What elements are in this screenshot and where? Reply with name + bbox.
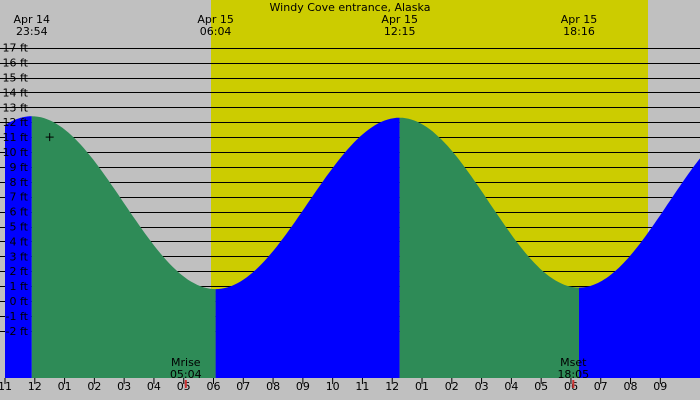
x-tick-label: 01 xyxy=(58,380,72,393)
x-tick-label: 04 xyxy=(504,380,518,393)
y-tick-label: -2 ft xyxy=(6,325,29,338)
y-tick-label: 4 ft xyxy=(10,235,29,248)
x-tick-label: 07 xyxy=(594,380,608,393)
rising-tide-segment xyxy=(579,158,700,378)
extreme-time-label: 23:54 xyxy=(16,25,48,38)
x-tick-label: 11 xyxy=(0,380,12,393)
y-tick-label: 8 ft xyxy=(10,176,29,189)
rising-tide-segment xyxy=(215,117,400,378)
x-tick-label: 10 xyxy=(326,380,340,393)
x-tick-label: 06 xyxy=(564,380,578,393)
y-tick-label: 5 ft xyxy=(10,221,29,234)
extreme-date-label: Apr 15 xyxy=(561,13,598,26)
extreme-date-label: Apr 15 xyxy=(197,13,234,26)
extreme-date-label: Apr 14 xyxy=(14,13,51,26)
x-tick-label: 03 xyxy=(475,380,489,393)
y-tick-label: 3 ft xyxy=(10,250,29,263)
y-tick-label: 14 ft xyxy=(3,86,29,99)
x-tick-label: 12 xyxy=(385,380,399,393)
y-tick-label: 13 ft xyxy=(3,101,29,114)
tide-area xyxy=(5,116,700,378)
y-tick-label: 16 ft xyxy=(3,57,29,70)
y-tick-label: 12 ft xyxy=(3,116,29,129)
extreme-date-label: Apr 15 xyxy=(381,13,418,26)
falling-tide-segment xyxy=(31,116,216,378)
y-tick-label: 11 ft xyxy=(3,131,29,144)
y-tick-label: 0 ft xyxy=(10,295,29,308)
moon-event-time: 18:05 xyxy=(557,368,589,381)
x-tick-label: 03 xyxy=(117,380,131,393)
moon-event-mark xyxy=(572,380,575,388)
x-tick-label: 02 xyxy=(87,380,101,393)
x-tick-label: 07 xyxy=(236,380,250,393)
extreme-time-label: 18:16 xyxy=(563,25,595,38)
x-tick-label: 05 xyxy=(177,380,191,393)
y-tick-label: 7 ft xyxy=(10,191,29,204)
moon-event-time: 05:04 xyxy=(170,368,202,381)
moon-event-label: Mrise xyxy=(171,356,201,369)
y-tick-label: 9 ft xyxy=(10,161,29,174)
y-tick-label: 2 ft xyxy=(10,265,29,278)
x-tick-label: 02 xyxy=(445,380,459,393)
y-tick-label: 1 ft xyxy=(10,280,29,293)
axis-strip xyxy=(0,378,700,400)
falling-tide-segment xyxy=(399,117,579,378)
x-tick-label: 08 xyxy=(266,380,280,393)
x-tick-label: 04 xyxy=(147,380,161,393)
extreme-time-label: 06:04 xyxy=(200,25,232,38)
x-tick-label: 05 xyxy=(534,380,548,393)
x-tick-label: 08 xyxy=(624,380,638,393)
rising-tide-segment xyxy=(5,116,32,378)
x-tick-label: 09 xyxy=(653,380,667,393)
x-axis-ticks: 11 12 01 02 03 04 05 06 07 08 09 10 11 12 01 02 03 04 05 06… xyxy=(0,378,667,393)
y-tick-label: 15 ft xyxy=(3,72,29,85)
y-tick-label: 17 ft xyxy=(3,42,29,55)
y-tick-label: 10 ft xyxy=(3,146,29,159)
y-tick-label: 6 ft xyxy=(10,206,29,219)
x-tick-label: 01 xyxy=(415,380,429,393)
moon-event-mark xyxy=(184,380,187,388)
moon-event-label: Mset xyxy=(560,356,587,369)
x-tick-label: 11 xyxy=(355,380,369,393)
x-tick-label: 12 xyxy=(28,380,42,393)
chart-title: Windy Cove entrance, Alaska xyxy=(270,1,431,14)
extreme-time-label: 12:15 xyxy=(384,25,416,38)
x-tick-label: 06 xyxy=(207,380,221,393)
x-tick-label: 09 xyxy=(296,380,310,393)
y-tick-label: -1 ft xyxy=(6,310,29,323)
